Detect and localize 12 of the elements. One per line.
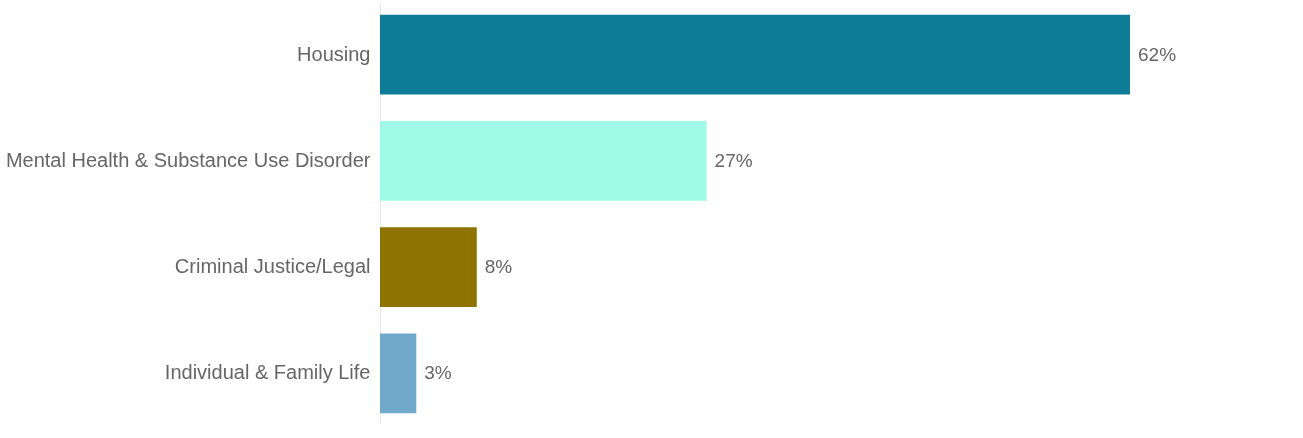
bar (380, 14, 1130, 95)
y-tick-label: Housing (297, 42, 371, 65)
data-label: 27% (714, 149, 753, 171)
data-label: 8% (484, 256, 513, 278)
bar (380, 227, 477, 308)
y-tick-label: Individual & Family Life (164, 361, 371, 384)
bar (380, 120, 707, 201)
data-label: 3% (424, 362, 452, 384)
y-tick-label: Mental Health & Substance Use Disorder (5, 148, 371, 171)
bar (380, 333, 417, 414)
data-label: 62% (1138, 43, 1177, 65)
y-tick-label: Criminal Justice/Legal (174, 255, 371, 278)
